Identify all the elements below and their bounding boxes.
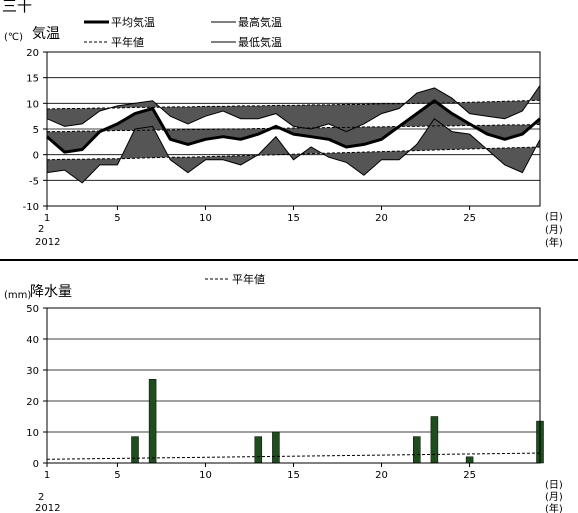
legend-label-mean: 平均気温 <box>111 15 155 29</box>
temperature-x-tick-label: 5 <box>114 213 120 224</box>
max-temp-anomaly-band <box>47 85 540 132</box>
min-temp-anomaly-band <box>47 118 540 183</box>
precipitation-bar <box>272 431 280 464</box>
temperature-x-ticks: 1 5 10 15 20 25 <box>44 206 476 224</box>
min-temp-line <box>46 117 541 184</box>
temperature-y-tick-label: 20 <box>26 48 39 59</box>
precipitation-x-tick-label: 1 <box>44 470 50 481</box>
precipitation-y-tick-label: 30 <box>26 366 39 377</box>
precipitation-bars <box>131 379 544 464</box>
precipitation-y-ticks: 0 10 20 30 40 50 <box>26 304 47 470</box>
precipitation-unit: (mm) <box>4 290 31 301</box>
precipitation-x-tick-label: 10 <box>199 470 212 481</box>
temperature-year-label: 2012 <box>35 237 60 248</box>
temperature-legend: 平均気温 最高気温 平年値 最低気温 <box>84 15 282 49</box>
temperature-y-tick-label: 10 <box>26 99 39 110</box>
precipitation-x-tick-label: 15 <box>287 470 300 481</box>
header-title: 三十 <box>2 0 32 15</box>
temperature-x-tick-label: 15 <box>287 213 300 224</box>
temperature-day-unit: (日) <box>545 212 563 223</box>
precipitation-day-unit: (日) <box>545 480 563 491</box>
temperature-y-tick-label: 0 <box>33 151 39 162</box>
precipitation-x-tick-label: 20 <box>375 470 388 481</box>
temperature-normal-bands <box>47 85 540 183</box>
precipitation-bar <box>413 436 421 464</box>
temperature-month-unit: (月) <box>545 224 563 236</box>
temperature-x-tick-label: 20 <box>375 213 388 224</box>
legend-label-precip-normal: 平年値 <box>232 272 265 286</box>
temperature-unit: (℃) <box>4 32 23 43</box>
temperature-y-tick-label: 15 <box>26 74 39 85</box>
precipitation-y-tick-label: 0 <box>33 459 39 470</box>
temperature-x-tick-label: 25 <box>463 213 476 224</box>
precipitation-y-tick-label: 20 <box>26 397 39 408</box>
precipitation-year-label: 2012 <box>35 503 60 513</box>
legend-label-max: 最高気温 <box>238 15 282 29</box>
precipitation-bar <box>131 436 139 464</box>
precipitation-frame <box>46 307 541 464</box>
precipitation-year-unit: (年) <box>545 502 563 513</box>
mean-temp-anomaly-band <box>47 100 540 153</box>
precipitation-bar <box>254 436 263 464</box>
temperature-y-tick-label: 5 <box>33 125 39 136</box>
precipitation-grid <box>47 338 540 433</box>
precipitation-x-ticks: 1 5 10 15 20 25 <box>44 463 476 481</box>
legend-label-min: 最低気温 <box>238 35 282 49</box>
temperature-month-label: 2 <box>38 224 44 235</box>
precipitation-normal-line <box>46 452 541 460</box>
max-temp-line <box>46 85 541 133</box>
temperature-year-unit: (年) <box>545 236 563 249</box>
temperature-title: 気温 <box>32 26 60 42</box>
precipitation-plot-frame <box>46 307 541 464</box>
precipitation-month-label: 2 <box>38 492 44 503</box>
legend-label-normal: 平年値 <box>111 35 144 49</box>
temperature-y-tick-label: -10 <box>23 202 39 213</box>
precipitation-y-tick-label: 50 <box>26 304 39 315</box>
temperature-series <box>46 85 541 184</box>
temperature-y-ticks: -10 -5 0 5 10 15 20 <box>23 48 47 213</box>
normal-mean-temp-line <box>47 123 541 133</box>
precipitation-y-tick-label: 10 <box>26 428 39 439</box>
precipitation-bar <box>465 456 474 464</box>
normal-min-temp-line <box>46 146 541 161</box>
precipitation-bar <box>148 379 157 464</box>
precipitation-title: 降水量 <box>30 284 72 300</box>
temperature-y-tick-label: -5 <box>29 176 39 187</box>
temperature-x-tick-label: 1 <box>44 213 50 224</box>
precipitation-x-tick-label: 5 <box>114 470 120 481</box>
precipitation-normal <box>46 452 541 460</box>
precipitation-month-unit: (月) <box>545 491 563 503</box>
temperature-x-tick-label: 10 <box>199 213 212 224</box>
normal-max-temp-line <box>46 99 541 110</box>
precipitation-x-tick-label: 25 <box>463 470 476 481</box>
precipitation-y-tick-label: 40 <box>26 335 39 346</box>
mean-temp-line <box>46 99 541 154</box>
precipitation-bar <box>430 416 439 464</box>
